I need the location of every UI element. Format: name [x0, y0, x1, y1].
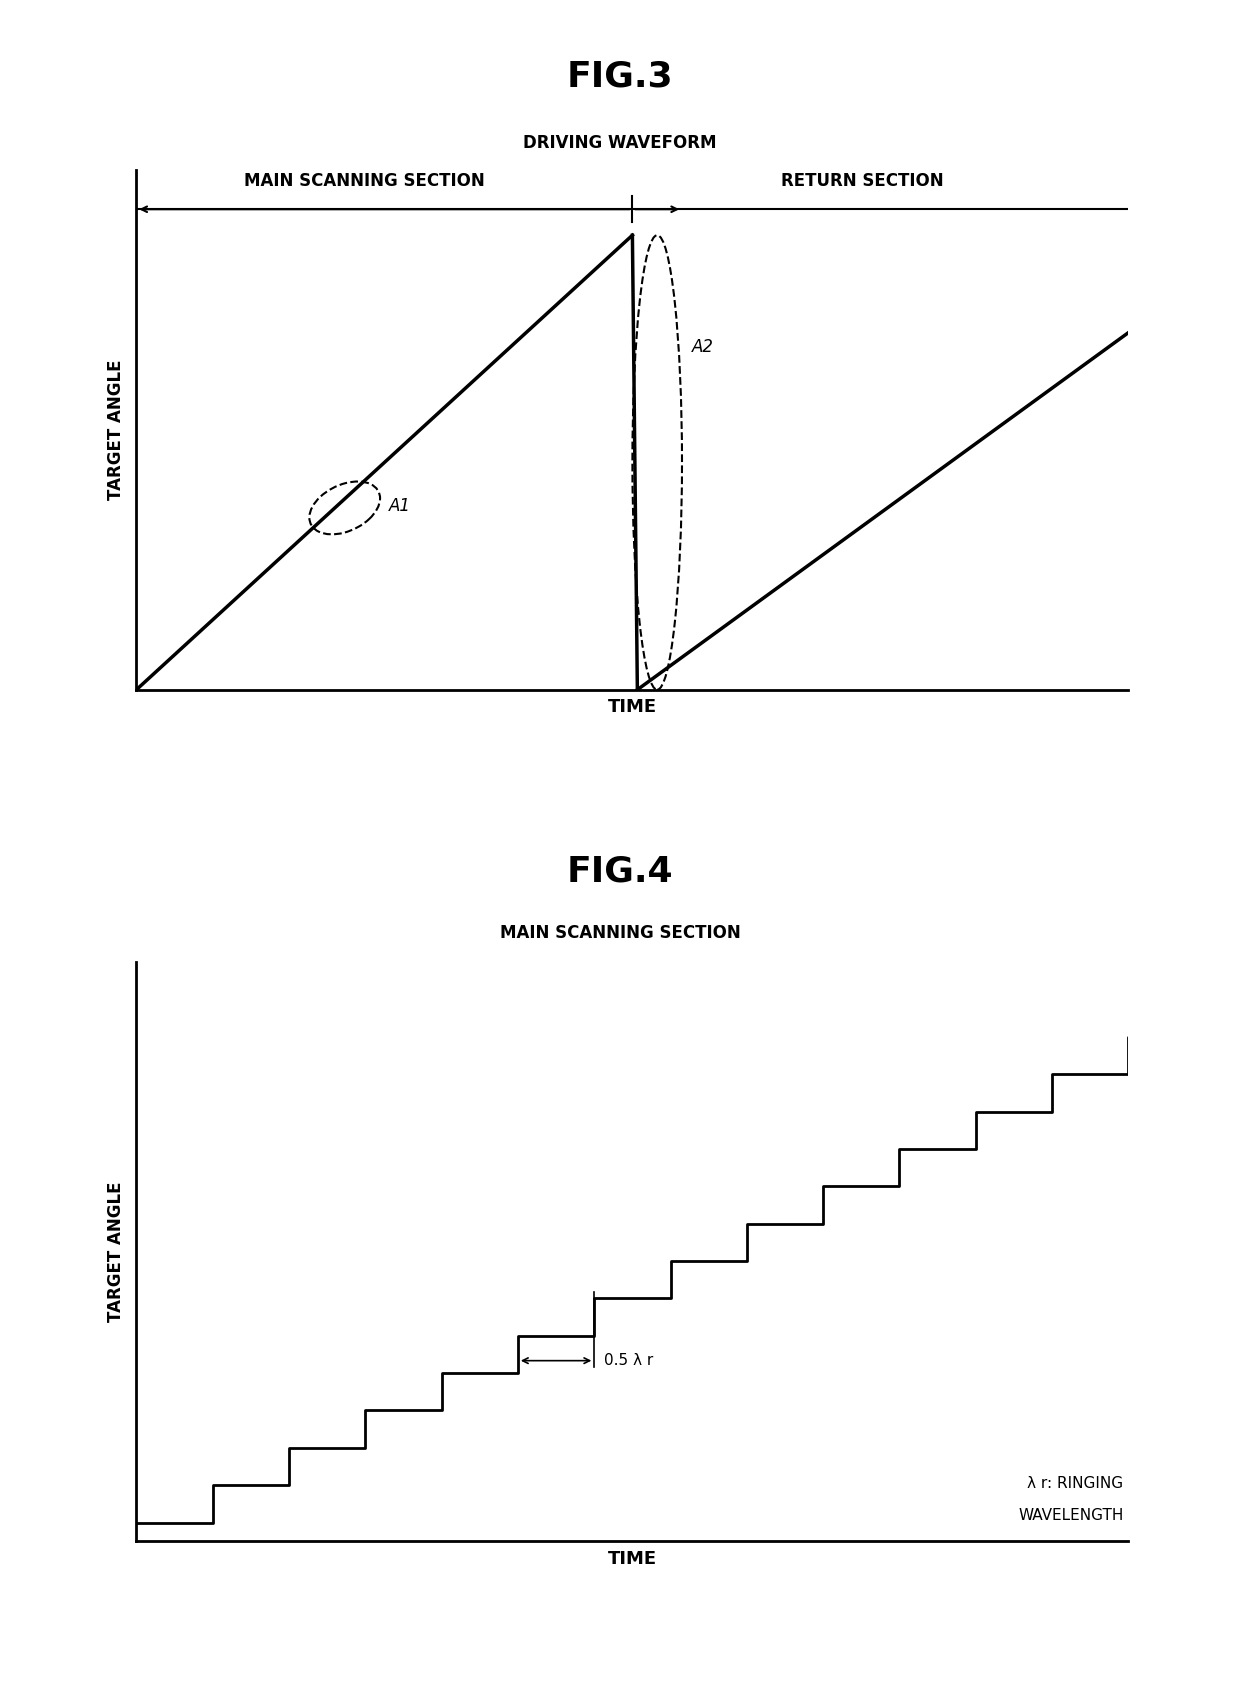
- Text: WAVELENGTH: WAVELENGTH: [1018, 1507, 1123, 1522]
- Text: λ r: RINGING: λ r: RINGING: [1027, 1477, 1123, 1492]
- Y-axis label: TARGET ANGLE: TARGET ANGLE: [108, 1182, 125, 1322]
- Text: RETURN SECTION: RETURN SECTION: [781, 172, 944, 189]
- Text: MAIN SCANNING SECTION: MAIN SCANNING SECTION: [244, 172, 485, 189]
- Text: A1: A1: [389, 497, 412, 516]
- Text: A2: A2: [692, 339, 714, 356]
- Text: 0.5 λ r: 0.5 λ r: [604, 1354, 653, 1368]
- Text: FIG.3: FIG.3: [567, 60, 673, 94]
- Text: DRIVING WAVEFORM: DRIVING WAVEFORM: [523, 135, 717, 152]
- Text: MAIN SCANNING SECTION: MAIN SCANNING SECTION: [500, 925, 740, 942]
- X-axis label: TIME: TIME: [608, 698, 657, 715]
- Text: FIG.4: FIG.4: [567, 855, 673, 889]
- X-axis label: TIME: TIME: [608, 1550, 657, 1567]
- Y-axis label: TARGET ANGLE: TARGET ANGLE: [108, 359, 125, 501]
